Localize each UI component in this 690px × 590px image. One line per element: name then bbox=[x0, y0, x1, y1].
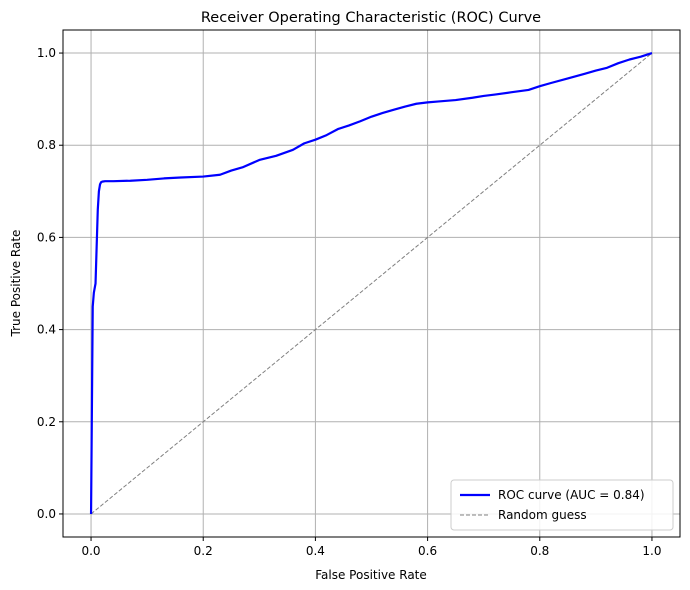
x-tick-label: 0.4 bbox=[306, 544, 325, 558]
legend-box bbox=[450, 479, 674, 531]
x-tick-label: 0.6 bbox=[418, 544, 437, 558]
y-tick-label: 0.0 bbox=[37, 507, 56, 521]
legend-label: ROC curve (AUC = 0.84) bbox=[498, 488, 645, 502]
random-guess-line bbox=[90, 52, 653, 515]
y-tick-label: 0.4 bbox=[37, 323, 56, 337]
x-tick-label: 0.2 bbox=[194, 544, 213, 558]
y-axis-title: True Positive Rate bbox=[9, 230, 23, 338]
legend: ROC curve (AUC = 0.84) Random guess bbox=[450, 479, 674, 531]
plot-frame bbox=[62, 29, 681, 538]
y-tick-label: 0.2 bbox=[37, 415, 56, 429]
series-layer bbox=[89, 52, 653, 515]
y-tick-label: 0.8 bbox=[37, 138, 56, 152]
x-tick-label: 0.0 bbox=[81, 544, 100, 558]
y-tick-label: 0.6 bbox=[37, 230, 56, 244]
x-tick-label: 1.0 bbox=[642, 544, 661, 558]
roc-curve-line bbox=[89, 52, 653, 514]
x-axis-title: False Positive Rate bbox=[315, 568, 427, 582]
y-tick-label: 1.0 bbox=[37, 46, 56, 60]
ticks: 0.0 0.2 0.4 0.6 0.8 1.0 0.0 0.2 0.4 0.6 0.8 1.0 bbox=[37, 46, 662, 558]
chart-title: Receiver Operating Characteristic (ROC) … bbox=[201, 10, 541, 26]
x-tick-label: 0.8 bbox=[530, 544, 549, 558]
legend-label: Random guess bbox=[498, 508, 587, 522]
